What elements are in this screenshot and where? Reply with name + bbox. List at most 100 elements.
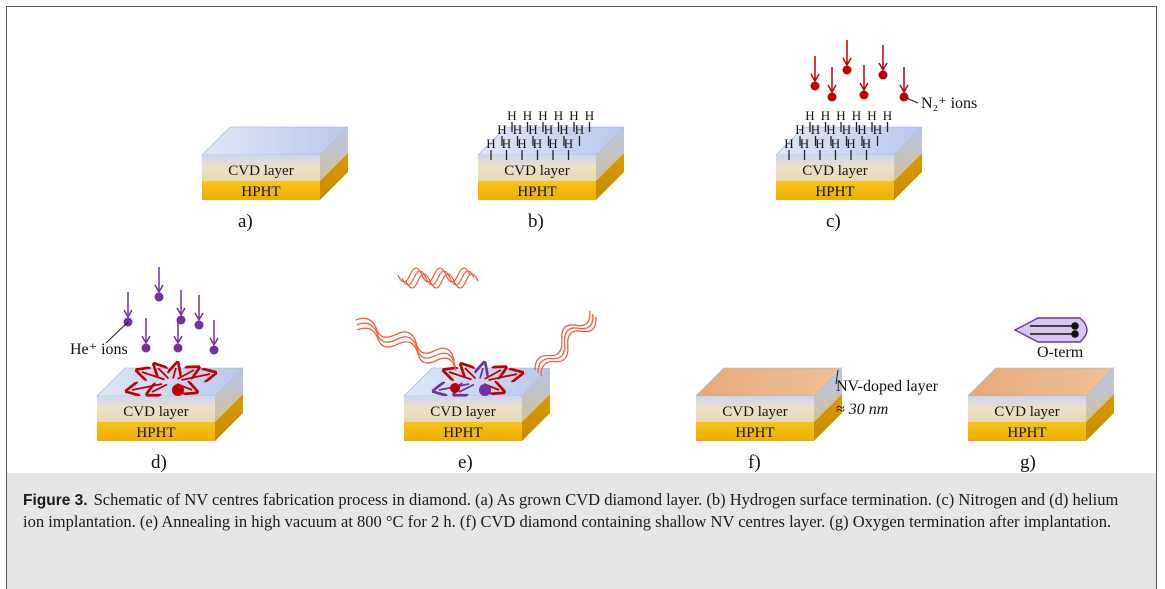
hydrogen-termination-c: H H H H H HH H H H H HH H H H H H bbox=[784, 108, 892, 160]
h-atom: H bbox=[846, 136, 855, 151]
ion-dot-icon bbox=[842, 65, 852, 75]
heat-wave-icon bbox=[405, 273, 479, 289]
cvd-front-face bbox=[97, 396, 215, 422]
n2-ions-label: N₂⁺ ions bbox=[921, 95, 977, 112]
diamond-slab-f: CVD layer HPHT bbox=[695, 367, 843, 441]
ion-dot-icon bbox=[176, 315, 186, 325]
oxygen-molecule-icon bbox=[1013, 317, 1088, 343]
heat-wave-icon bbox=[356, 322, 456, 367]
cvd-layer-label: CVD layer bbox=[722, 404, 787, 420]
h-atom: H bbox=[831, 136, 840, 151]
h-atom: H bbox=[513, 122, 522, 137]
hpht-label: HPHT bbox=[1007, 425, 1046, 441]
h-atom: H bbox=[883, 108, 892, 123]
h-atom: H bbox=[517, 136, 526, 151]
hpht-side-face bbox=[596, 153, 624, 200]
diamond-slab-b: CVD layer HPHT bbox=[477, 126, 625, 200]
panel-label-b: b) bbox=[528, 211, 544, 232]
cvd-front-face bbox=[968, 396, 1086, 422]
h-atom: H bbox=[821, 108, 830, 123]
arrow-head bbox=[176, 307, 186, 317]
helium-ion-0 bbox=[123, 292, 133, 327]
hpht-label: HPHT bbox=[815, 184, 854, 200]
arrow-head bbox=[878, 62, 888, 72]
cvd-layer-label: CVD layer bbox=[123, 404, 188, 420]
h-atom: H bbox=[569, 108, 578, 123]
ion-dot-icon bbox=[479, 384, 491, 396]
helium-ion-2 bbox=[154, 267, 164, 302]
oxygen-atom bbox=[1071, 322, 1079, 330]
h-atom: H bbox=[852, 108, 861, 123]
hpht-front-face bbox=[776, 181, 894, 200]
h-atom: H bbox=[554, 108, 563, 123]
arrow-head bbox=[154, 284, 164, 294]
hpht-front-face bbox=[404, 422, 522, 441]
vacancy-arrow bbox=[173, 368, 176, 379]
diamond-slab-d: CVD layer HPHT bbox=[96, 367, 244, 441]
ion-dot-icon bbox=[859, 90, 869, 100]
hpht-front-face bbox=[696, 422, 814, 441]
oxygen-capsule bbox=[1013, 317, 1088, 343]
arrow-head bbox=[899, 84, 909, 94]
heat-wave-icon bbox=[355, 317, 455, 362]
arrow-head bbox=[827, 84, 837, 94]
h-atom: H bbox=[575, 122, 584, 137]
nv-depth-label: ≈ 30 nm bbox=[836, 401, 888, 418]
helium-ion-1 bbox=[141, 318, 151, 353]
h-atom: H bbox=[826, 122, 835, 137]
hpht-side-face bbox=[1086, 394, 1114, 441]
h-atom: H bbox=[533, 136, 542, 151]
ion-dot-icon bbox=[194, 320, 204, 330]
vacancy-arrow bbox=[152, 385, 168, 393]
hpht-side-face bbox=[894, 153, 922, 200]
caption-text: Schematic of NV centres fabrication proc… bbox=[23, 490, 1119, 531]
helium-ion-6 bbox=[209, 320, 219, 355]
cvd-layer-label: CVD layer bbox=[802, 163, 867, 179]
heat-wave-icon bbox=[540, 316, 597, 377]
cvd-side-face bbox=[814, 368, 842, 422]
figure-frame bbox=[6, 6, 1157, 589]
nitrogen-ion-5 bbox=[899, 67, 909, 102]
panel-label-a: a) bbox=[238, 211, 253, 232]
cvd-side-face bbox=[522, 368, 550, 422]
ion-dot-icon bbox=[172, 384, 184, 396]
panel-label-f: f) bbox=[748, 452, 761, 473]
helium-ion-4 bbox=[176, 290, 186, 325]
arrow-head bbox=[173, 335, 183, 345]
diamond-slab-e: CVD layer HPHT bbox=[403, 367, 551, 441]
he-ions-leader bbox=[105, 321, 129, 344]
h-atom: H bbox=[548, 136, 557, 151]
ion-dot-icon bbox=[173, 343, 183, 353]
h-atom: H bbox=[585, 108, 594, 123]
cvd-front-face bbox=[404, 396, 522, 422]
helium-ion-3 bbox=[173, 318, 183, 353]
vacancy-arrow bbox=[158, 368, 170, 380]
heat-wave-top bbox=[397, 267, 479, 289]
cvd-layer-label: CVD layer bbox=[228, 163, 293, 179]
ion-dot-icon bbox=[827, 92, 837, 102]
nitrogen-ion-0 bbox=[810, 56, 820, 91]
heat-wave-right bbox=[534, 310, 597, 377]
arrow-head bbox=[209, 337, 219, 347]
hydrogen-termination-b: H H H H H HH H H H H HH H H H H H bbox=[486, 108, 594, 160]
cvd-side-face bbox=[596, 127, 624, 181]
arrow-head bbox=[842, 57, 852, 67]
h-atom: H bbox=[528, 122, 537, 137]
ion-dot-icon bbox=[450, 383, 460, 393]
n2-ions-leader bbox=[903, 96, 919, 104]
cvd-front-face bbox=[202, 155, 320, 181]
h-atom: H bbox=[538, 108, 547, 123]
h-atom: H bbox=[507, 108, 516, 123]
implant-damage-d bbox=[132, 368, 210, 396]
diamond-slab-c: CVD layer HPHT bbox=[775, 126, 923, 200]
nitrogen-ion-3 bbox=[859, 65, 869, 100]
nv-layer-leader bbox=[835, 369, 839, 385]
arrow-head bbox=[810, 73, 820, 83]
cvd-side-face bbox=[1086, 368, 1114, 422]
h-atom: H bbox=[559, 122, 568, 137]
panel-label-c: c) bbox=[826, 211, 841, 232]
oterm-label: O-term bbox=[1037, 344, 1084, 361]
nv-layer-label: NV-doped layer bbox=[836, 378, 939, 395]
cvd-layer-label: CVD layer bbox=[504, 163, 569, 179]
